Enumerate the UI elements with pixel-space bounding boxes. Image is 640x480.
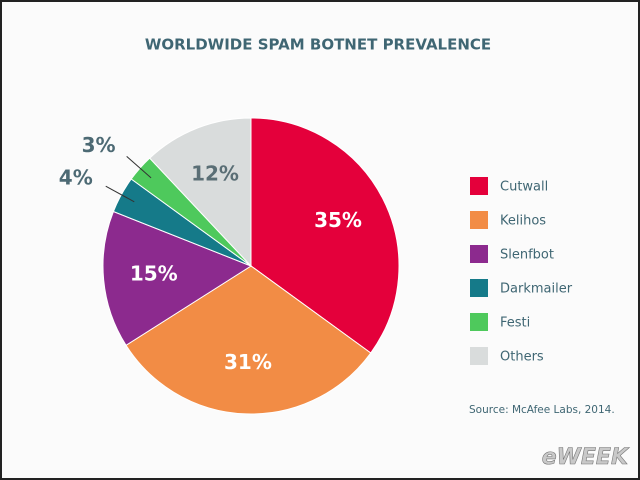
leader-line [105,185,135,203]
legend-label: Festi [500,316,530,331]
legend-label: Slenfbot [500,248,554,263]
pie-slice [250,117,400,354]
legend-swatch [470,279,488,297]
data-label: 15% [130,262,178,286]
legend-swatch [470,245,488,263]
legend-swatch [470,177,488,195]
pie-slice [125,265,372,415]
legend-label: Kelihos [500,214,546,229]
watermark: eWEEK [542,445,630,470]
data-label: 4% [59,166,93,190]
pie-slice [148,117,252,268]
data-label: 31% [224,350,272,374]
data-label: 12% [191,162,239,186]
legend-swatch [470,313,488,331]
leader-line [126,156,152,179]
source: Source: McAfee Labs, 2014. [469,404,615,416]
legend-swatch [470,347,488,365]
data-label: 3% [82,133,116,157]
pie-slice [102,210,253,346]
data-label: 35% [314,208,362,232]
legend-label: Darkmailer [500,282,573,297]
chart-title: WORLDWIDE SPAM BOTNET PREVALENCE [145,36,491,54]
legend-swatch [470,211,488,229]
legend-label: Cutwall [500,180,548,195]
legend-label: Others [500,350,544,365]
